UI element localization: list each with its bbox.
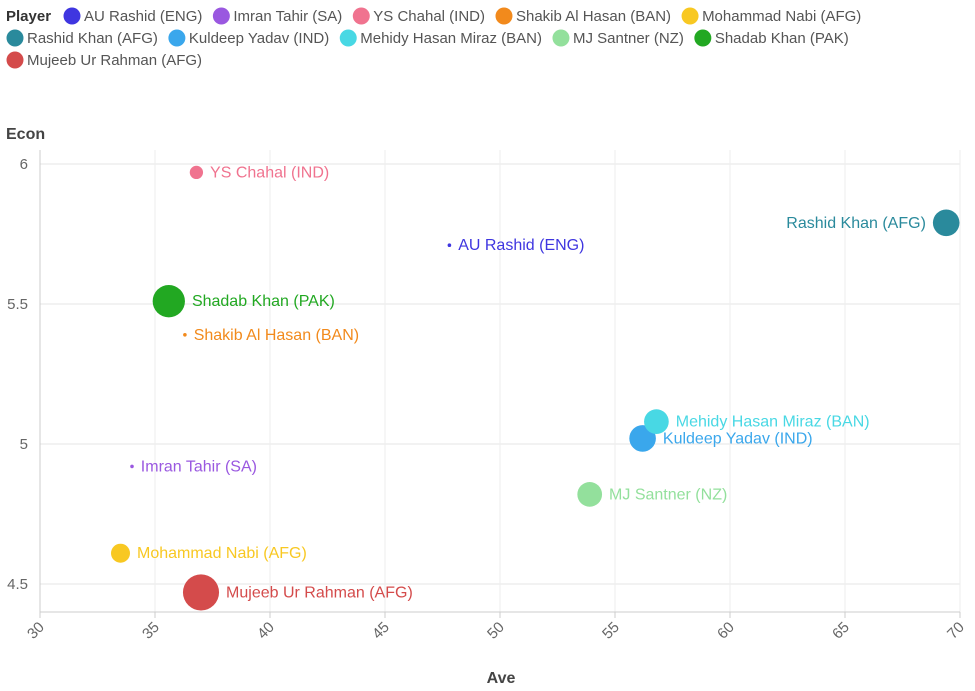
legend-title: Player [6,8,51,25]
gridlines [39,150,961,613]
point-mujeeb-ur-rahman-afg[interactable] [182,574,220,611]
x-tick-label: 45 [369,619,393,643]
point-label-kuldeep-yadav-ind: Kuldeep Yadav (IND) [663,430,813,447]
legend-label-shadab-khan-pak[interactable]: Shadab Khan (PAK) [715,30,849,47]
legend-marker-mujeeb-ur-rahman-afg[interactable] [6,51,24,69]
point-mehidy-hasan-miraz-ban[interactable] [644,409,669,434]
point-au-rashid-eng[interactable] [447,243,452,247]
point-imran-tahir-sa[interactable] [130,464,134,469]
y-axis-title: Econ [6,126,45,143]
legend-label-shakib-al-hasan-ban[interactable]: Shakib Al Hasan (BAN) [516,8,671,25]
legend-marker-shadab-khan-pak[interactable] [694,29,712,47]
data-points [111,165,960,611]
x-tick-label: 60 [714,619,738,643]
y-tick-label: 5.5 [7,296,28,313]
y-tick-label: 5 [20,436,28,453]
legend-label-imran-tahir-sa[interactable]: Imran Tahir (SA) [233,8,342,25]
point-label-shadab-khan-pak: Shadab Khan (PAK) [192,293,335,310]
point-label-rashid-khan-afg: Rashid Khan (AFG) [786,215,926,232]
x-tick-label: 55 [599,619,623,643]
legend-marker-imran-tahir-sa[interactable] [212,7,230,25]
x-tick-label: 50 [484,619,508,643]
legend-label-rashid-khan-afg[interactable]: Rashid Khan (AFG) [27,30,158,47]
legend-marker-mj-santner-nz[interactable] [552,29,570,47]
y-tick-label: 6 [20,156,28,173]
legend-marker-shakib-al-hasan-ban[interactable] [495,7,513,25]
legend-marker-ys-chahal-ind[interactable] [352,7,370,25]
axes: Econ Ave 4.5 5 5.5 6 30 35 40 45 50 55 60 65 70 [6,126,968,687]
point-label-imran-tahir-sa: Imran Tahir (SA) [141,458,257,475]
point-mj-santner-nz[interactable] [577,482,603,507]
point-label-ys-chahal-ind: YS Chahal (IND) [210,164,329,181]
legend-label-mujeeb-ur-rahman-afg[interactable]: Mujeeb Ur Rahman (AFG) [27,52,202,69]
point-label-shakib-al-hasan-ban: Shakib Al Hasan (BAN) [194,327,359,344]
point-label-au-rashid-eng: AU Rashid (ENG) [458,237,584,254]
point-label-mohammad-nabi-afg: Mohammad Nabi (AFG) [137,545,307,562]
legend-marker-kuldeep-yadav-ind[interactable] [168,29,186,47]
point-mohammad-nabi-afg[interactable] [111,543,130,563]
legend-label-au-rashid-eng[interactable]: AU Rashid (ENG) [84,8,202,25]
point-rashid-khan-afg[interactable] [932,209,960,237]
point-kuldeep-yadav-ind[interactable] [629,425,656,452]
x-tick-label: 35 [139,619,163,643]
legend-label-mehidy-hasan-miraz-ban[interactable]: Mehidy Hasan Miraz (BAN) [360,30,542,47]
x-tick-label: 65 [829,619,853,643]
legend-label-mj-santner-nz[interactable]: MJ Santner (NZ) [573,30,684,47]
point-shadab-khan-pak[interactable] [152,285,185,318]
legend-marker-au-rashid-eng[interactable] [63,7,81,25]
y-tick-label: 4.5 [7,576,28,593]
x-tick-label: 70 [944,619,968,643]
point-label-mj-santner-nz: MJ Santner (NZ) [609,486,727,503]
legend-marker-mohammad-nabi-afg[interactable] [681,7,699,25]
legend-label-ys-chahal-ind[interactable]: YS Chahal (IND) [373,8,485,25]
point-labels: AU Rashid (ENG) Imran Tahir (SA) YS Chahal… [137,164,926,601]
point-shakib-al-hasan-ban[interactable] [183,333,187,337]
x-tick-label: 30 [24,619,48,643]
legend-label-kuldeep-yadav-ind[interactable]: Kuldeep Yadav (IND) [189,30,329,47]
legend-marker-mehidy-hasan-miraz-ban[interactable] [339,29,357,47]
legend: Player AU Rashid (ENG) Imran Tahir (SA) YS… [6,7,861,69]
x-tick-label: 40 [254,619,278,643]
legend-label-mohammad-nabi-afg[interactable]: Mohammad Nabi (AFG) [702,8,861,25]
point-label-mujeeb-ur-rahman-afg: Mujeeb Ur Rahman (AFG) [226,584,413,601]
x-axis-title: Ave [487,670,516,687]
point-ys-chahal-ind[interactable] [189,165,204,180]
legend-marker-rashid-khan-afg[interactable] [6,29,24,47]
point-label-mehidy-hasan-miraz-ban: Mehidy Hasan Miraz (BAN) [676,414,870,431]
